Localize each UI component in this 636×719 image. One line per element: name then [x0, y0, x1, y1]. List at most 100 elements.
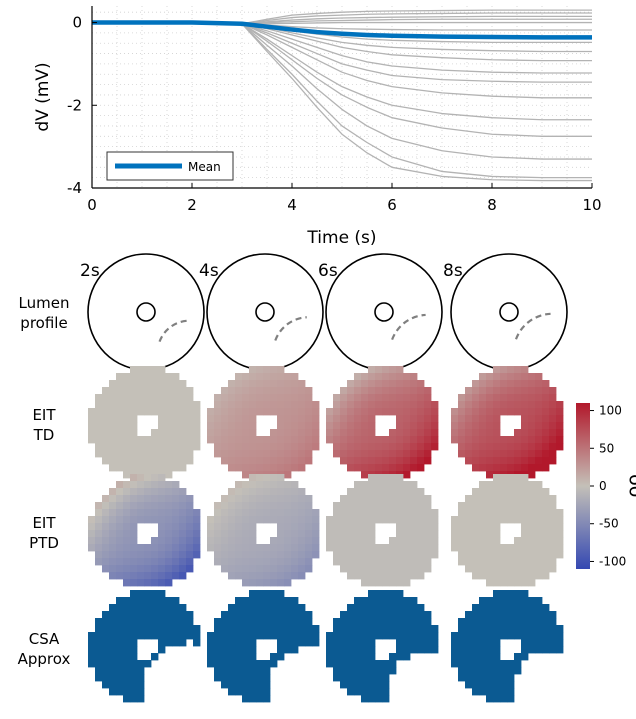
csa-pixel	[347, 639, 355, 647]
csa-pixel	[493, 646, 501, 654]
eit-td-pixel	[186, 429, 194, 437]
eit-ptd-pixel	[242, 523, 250, 531]
eit-ptd-pixel	[263, 488, 271, 496]
csa-pixel	[340, 681, 348, 689]
eit-td-pixel	[172, 415, 180, 423]
csa-pixel	[347, 611, 355, 619]
csa-pixel	[368, 646, 376, 654]
eit-td-pixel	[403, 450, 411, 458]
csa-pixel	[368, 695, 376, 703]
csa-pixel	[542, 632, 550, 640]
csa-pixel	[179, 632, 187, 640]
eit-ptd-pixel	[542, 530, 550, 538]
eit-td-pixel	[535, 457, 543, 465]
eit-ptd-pixel	[382, 572, 390, 580]
eit-td-pixel	[431, 443, 439, 451]
csa-pixel	[109, 625, 117, 633]
eit-td-pixel	[493, 380, 501, 388]
eit-td-pixel	[158, 436, 166, 444]
csa-pixel	[382, 618, 390, 626]
csa-pixel	[354, 653, 362, 661]
csa-pixel	[347, 625, 355, 633]
eit-td-pixel	[263, 373, 271, 381]
eit-ptd-pixel	[291, 509, 299, 517]
eit-ptd-pixel	[486, 558, 494, 566]
csa-pixel	[137, 590, 145, 598]
eit-td-pixel	[507, 436, 515, 444]
csa-pixel	[528, 625, 536, 633]
eit-ptd-pixel	[207, 530, 215, 538]
eit-ptd-pixel	[242, 565, 250, 573]
eit-td-pixel	[403, 401, 411, 409]
csa-pixel	[221, 611, 229, 619]
eit-ptd-pixel	[382, 551, 390, 559]
eit-ptd-pixel	[368, 579, 376, 587]
csa-pixel	[354, 674, 362, 682]
eit-td-pixel	[479, 443, 487, 451]
eit-td-pixel	[375, 394, 383, 402]
eit-td-pixel	[542, 380, 550, 388]
eit-ptd-pixel	[179, 537, 187, 545]
eit-td-pixel	[235, 450, 243, 458]
csa-pixel	[368, 667, 376, 675]
eit-ptd-pixel	[165, 502, 173, 510]
eit-ptd-pixel	[228, 565, 236, 573]
eit-ptd-pixel	[542, 495, 550, 503]
eit-ptd-pixel	[458, 544, 466, 552]
csa-pixel	[249, 611, 257, 619]
csa-pixel	[333, 646, 341, 654]
eit-td-pixel	[284, 457, 292, 465]
eit-ptd-pixel	[549, 509, 557, 517]
csa-pixel	[249, 618, 257, 626]
eit-td-pixel	[158, 443, 166, 451]
eit-ptd-pixel	[389, 502, 397, 510]
eit-td-pixel	[284, 471, 292, 479]
eit-td-pixel	[270, 366, 278, 374]
eit-ptd-pixel	[535, 488, 543, 496]
eit-td-pixel	[123, 387, 131, 395]
eit-td-pixel	[479, 408, 487, 416]
eit-td-pixel	[361, 471, 369, 479]
csa-pixel	[165, 604, 173, 612]
eit-ptd-pixel	[151, 579, 159, 587]
csa-pixel	[500, 667, 508, 675]
eit-td-pixel	[242, 450, 250, 458]
occlusion-boundary	[514, 312, 551, 340]
csa-pixel	[354, 604, 362, 612]
csa-pixel	[465, 667, 473, 675]
eit-ptd-pixel	[228, 509, 236, 517]
csa-pixel	[109, 604, 117, 612]
eit-td-pixel	[102, 457, 110, 465]
csa-pixel	[235, 597, 243, 605]
csa-pixel	[284, 632, 292, 640]
eit-td-pixel	[137, 408, 145, 416]
eit-ptd-pixel	[242, 530, 250, 538]
eit-td-pixel	[144, 373, 152, 381]
eit-ptd-pixel	[277, 572, 285, 580]
eit-ptd-pixel	[228, 502, 236, 510]
eit-td-pixel	[165, 415, 173, 423]
eit-ptd-pixel	[116, 481, 124, 489]
csa-pixel	[451, 646, 459, 654]
csa-pixel	[410, 597, 418, 605]
eit-ptd-pixel	[235, 502, 243, 510]
eit-td-pixel	[123, 380, 131, 388]
eit-td-pixel	[479, 373, 487, 381]
csa-pixel	[361, 646, 369, 654]
csa-pixel	[221, 618, 229, 626]
eit-td-pixel	[228, 436, 236, 444]
eit-td-pixel	[277, 415, 285, 423]
eit-ptd-pixel	[458, 558, 466, 566]
csa-pixel	[507, 604, 515, 612]
row-label: EIT	[32, 514, 56, 532]
eit-td-pixel	[486, 380, 494, 388]
eit-td-pixel	[137, 366, 145, 374]
eit-td-pixel	[368, 408, 376, 416]
csa-pixel	[256, 695, 264, 703]
csa-pixel	[542, 639, 550, 647]
eit-ptd-pixel	[368, 551, 376, 559]
csa-pixel	[123, 632, 131, 640]
eit-td-pixel	[109, 450, 117, 458]
eit-ptd-pixel	[514, 474, 522, 482]
eit-td-pixel	[382, 366, 390, 374]
